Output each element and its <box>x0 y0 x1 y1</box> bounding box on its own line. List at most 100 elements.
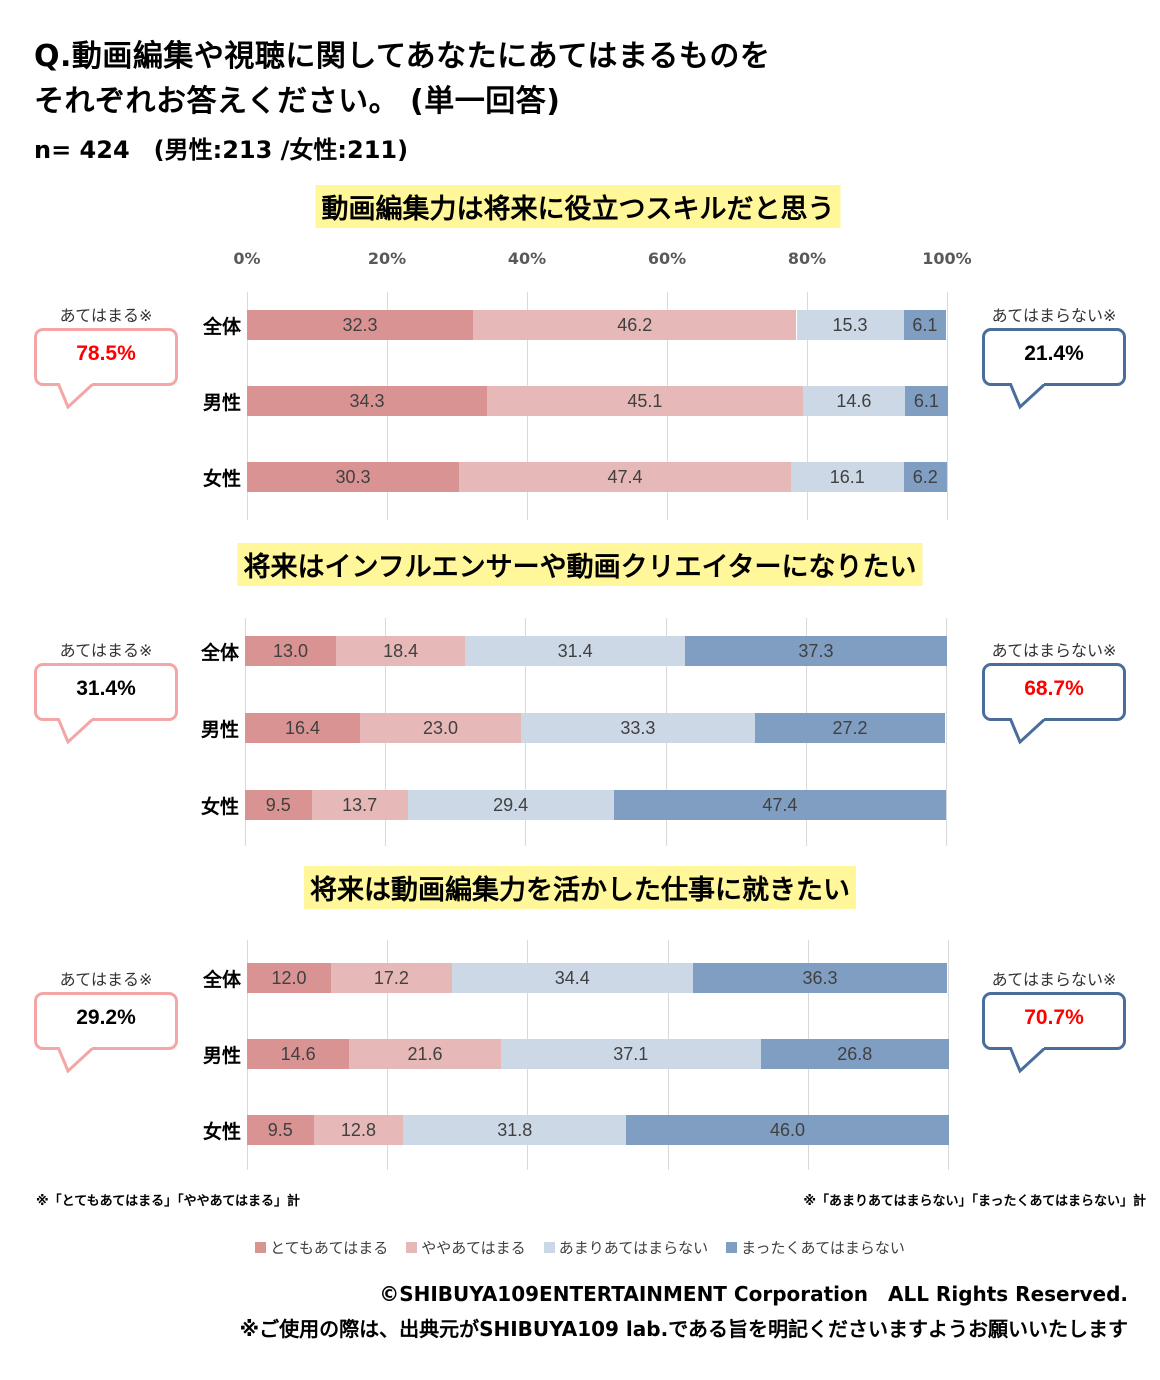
callout-tail-join <box>1012 1044 1044 1048</box>
data-label: 46.0 <box>769 1119 805 1140</box>
bar-segment-not-at-all-true: 26.8 <box>760 1039 949 1069</box>
positive-total-value: 78.5% <box>76 342 136 365</box>
axis-tick-label: 20% <box>367 249 407 268</box>
question-line-2: それぞれお答えください。 (単一回答) <box>34 84 561 119</box>
legend-swatch <box>406 1242 418 1253</box>
data-label: 36.3 <box>802 967 838 988</box>
data-label: 6.2 <box>912 466 938 487</box>
negative-total-value: 68.7% <box>1024 677 1084 700</box>
row-label: 全体 <box>202 969 241 991</box>
data-label: 26.8 <box>837 1043 873 1064</box>
bar-segment-not-very-true: 15.3 <box>796 310 904 340</box>
callout-tail-join <box>60 1044 92 1048</box>
legend-swatch <box>255 1242 267 1253</box>
bar-segment-not-very-true: 37.1 <box>500 1039 761 1069</box>
data-label: 18.4 <box>383 640 419 661</box>
data-label: 6.1 <box>912 314 938 335</box>
positive-total-value: 31.4% <box>76 677 136 700</box>
negative-total-callout: 21.4% <box>982 328 1126 386</box>
data-label: 17.2 <box>373 967 409 988</box>
bar-segment-not-very-true: 16.1 <box>790 462 904 492</box>
callout-tail-icon <box>1008 1047 1048 1074</box>
data-label: 16.4 <box>284 717 320 738</box>
data-label: 31.4 <box>557 640 593 661</box>
row-label: 全体 <box>202 316 241 338</box>
data-label: 6.1 <box>913 390 939 411</box>
positive-callout-label: あてはまる※ <box>59 306 153 325</box>
bar-segment-not-at-all-true: 37.3 <box>685 636 947 666</box>
negative-callout-label: あてはまらない※ <box>991 306 1117 325</box>
data-label: 16.1 <box>829 466 865 487</box>
data-label: 21.6 <box>407 1043 443 1064</box>
callout-tail-join <box>1012 380 1044 384</box>
legend-swatch <box>726 1242 738 1253</box>
gridline <box>946 618 947 846</box>
positive-total-callout: 29.2% <box>34 992 178 1050</box>
bar-segment-not-at-all-true: 6.2 <box>903 462 947 492</box>
data-label: 12.8 <box>340 1119 376 1140</box>
data-label: 27.2 <box>832 717 868 738</box>
data-label: 34.3 <box>349 390 385 411</box>
bar-segment-somewhat-true: 12.8 <box>313 1115 404 1145</box>
bar-segment-somewhat-true: 21.6 <box>349 1039 501 1069</box>
bar-segment-very-true: 16.4 <box>245 713 360 743</box>
bar-segment-very-true: 34.3 <box>247 386 488 416</box>
chart-heading: 将来はインフルエンサーや動画クリエイターになりたい <box>237 543 923 586</box>
positive-total-callout: 78.5% <box>34 328 178 386</box>
data-label: 47.4 <box>762 794 798 815</box>
row-label: 男性 <box>202 1045 241 1067</box>
bar-segment-somewhat-true: 46.2 <box>473 310 797 340</box>
row-label: 女性 <box>202 1121 241 1143</box>
data-label: 33.3 <box>620 717 656 738</box>
negative-footnote: ※「あまりあてはまらない」「まったくあてはまらない」計 <box>803 1194 1146 1209</box>
axis-tick-label: 100% <box>922 249 972 268</box>
legend-label: とてもあてはまる <box>270 1239 389 1257</box>
data-label: 29.4 <box>493 794 529 815</box>
sample-size: n= 424 (男性:213 /女性:211) <box>34 136 409 164</box>
bar-segment-somewhat-true: 18.4 <box>336 636 466 666</box>
data-label: 9.5 <box>265 794 291 815</box>
positive-footnote: ※「とてもあてはまる」「ややあてはまる」計 <box>36 1194 301 1209</box>
legend-item-not-very-true: あまりあてはまらない <box>543 1237 708 1258</box>
bar-segment-not-very-true: 31.4 <box>465 636 686 666</box>
copyright-text: ©SHIBUYA109ENTERTAINMENT Corporation ALL… <box>379 1282 1128 1306</box>
data-label: 15.3 <box>832 314 868 335</box>
chart-heading: 将来は動画編集力を活かした仕事に就きたい <box>304 866 856 909</box>
callout-tail-shape <box>1008 383 1048 410</box>
bar-segment-not-at-all-true: 36.3 <box>692 963 948 993</box>
bar-segment-somewhat-true: 23.0 <box>359 713 522 743</box>
data-label: 37.1 <box>613 1043 649 1064</box>
legend-label: ややあてはまる <box>421 1239 526 1257</box>
usage-notice: ※ご使用の際は、出典元がSHIBUYA109 lab.である旨を明記くださいます… <box>239 1317 1128 1341</box>
negative-callout-label: あてはまらない※ <box>991 641 1117 660</box>
row-label: 男性 <box>202 392 241 414</box>
bar-segment-very-true: 9.5 <box>245 790 312 820</box>
data-label: 32.3 <box>342 314 378 335</box>
positive-total-value: 29.2% <box>76 1006 136 1029</box>
data-label: 37.3 <box>798 640 834 661</box>
negative-total-callout: 68.7% <box>982 663 1126 721</box>
bar-segment-somewhat-true: 13.7 <box>311 790 408 820</box>
legend-item-not-at-all-true: まったくあてはまらない <box>726 1237 905 1258</box>
data-label: 13.0 <box>273 640 309 661</box>
bar-segment-somewhat-true: 17.2 <box>331 963 452 993</box>
data-label: 14.6 <box>280 1043 316 1064</box>
negative-total-value: 70.7% <box>1024 1006 1084 1029</box>
bar-segment-somewhat-true: 47.4 <box>459 462 791 492</box>
bar-segment-very-true: 32.3 <box>247 310 474 340</box>
data-label: 47.4 <box>607 466 643 487</box>
data-label: 45.1 <box>627 390 663 411</box>
callout-tail-join <box>1012 715 1044 719</box>
data-label: 34.4 <box>554 967 590 988</box>
data-label: 12.0 <box>271 967 307 988</box>
axis-tick-label: 80% <box>787 249 827 268</box>
callout-tail-shape <box>1008 718 1048 745</box>
chart-heading: 動画編集力は将来に役立つスキルだと思う <box>315 185 841 228</box>
negative-callout-label: あてはまらない※ <box>991 970 1117 989</box>
legend-item-somewhat-true: ややあてはまる <box>406 1237 526 1258</box>
bar-segment-not-very-true: 14.6 <box>802 386 905 416</box>
callout-tail-icon <box>1008 383 1048 410</box>
callout-tail-shape <box>1008 1047 1048 1074</box>
bar-segment-not-very-true: 34.4 <box>451 963 693 993</box>
negative-total-callout: 70.7% <box>982 992 1126 1050</box>
